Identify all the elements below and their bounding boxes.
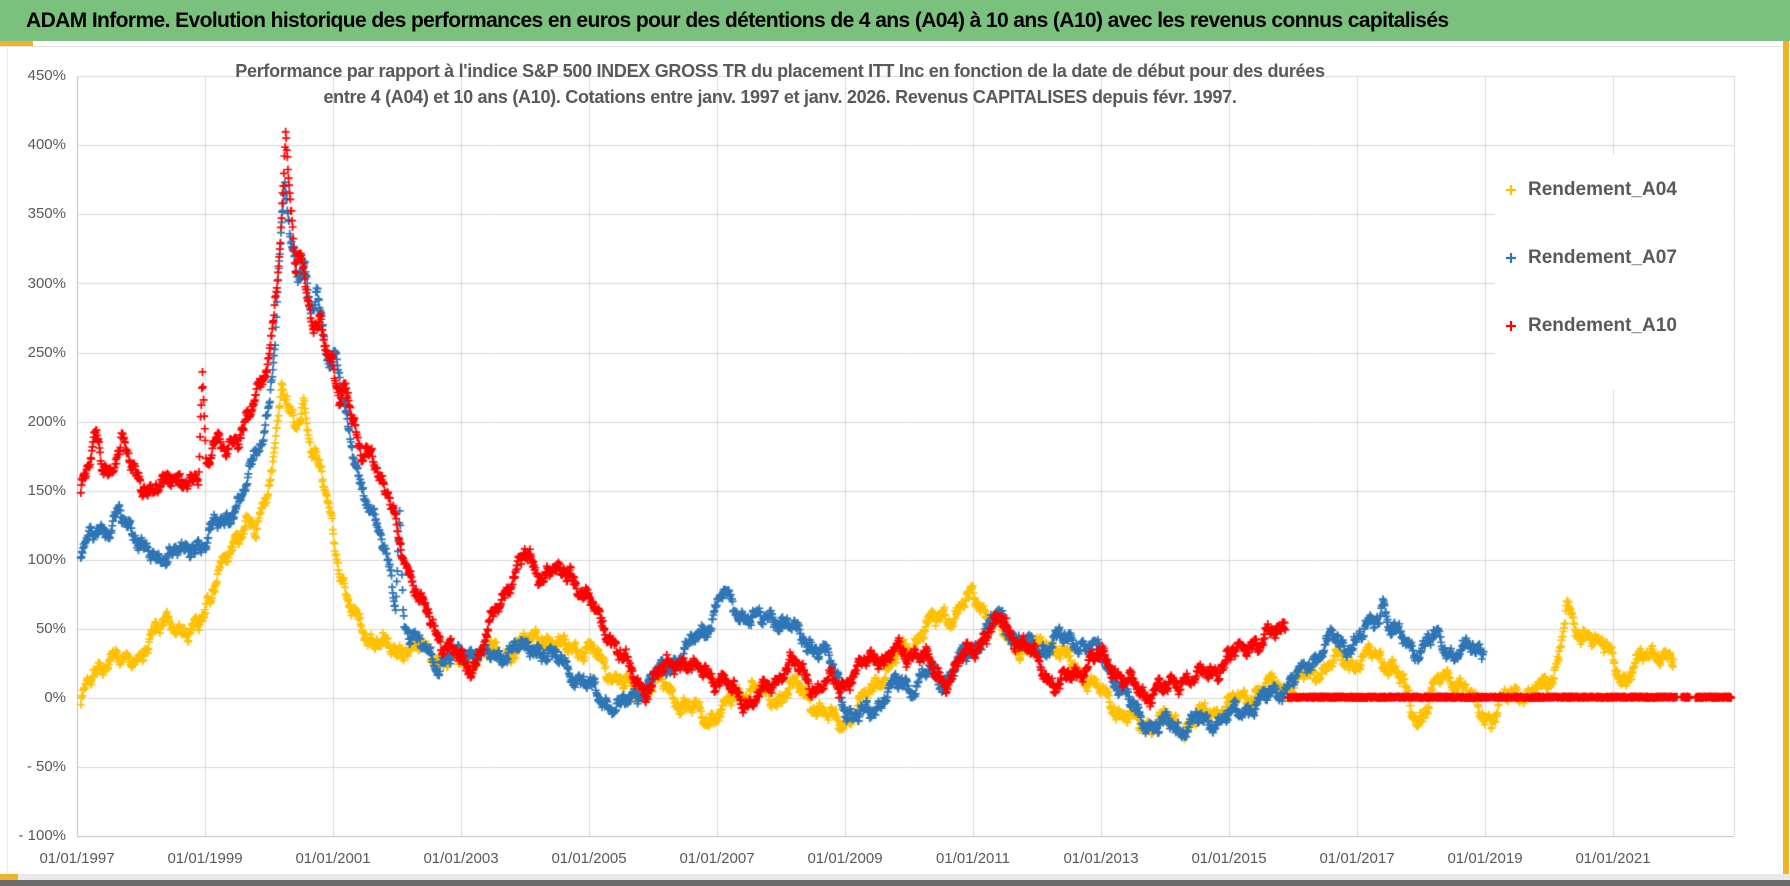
gold-accent-tab — [0, 41, 33, 46]
legend-item-a04[interactable]: Rendement_A04 — [1505, 177, 1677, 203]
report-header: ADAM Informe. Evolution historique des p… — [0, 0, 1790, 41]
bottom-sheet-bar — [0, 874, 1790, 880]
chart-title: Performance par rapport à l'indice S&P 5… — [180, 58, 1380, 110]
y-tick-label: 150% — [27, 481, 66, 499]
left-edge-line — [7, 47, 8, 874]
y-tick-label: - 50% — [26, 757, 66, 775]
y-tick-label: 100% — [27, 550, 66, 568]
x-tick-label: 01/01/2017 — [1319, 850, 1395, 867]
y-tick-label: 400% — [27, 136, 66, 154]
bottom-gold-corner — [0, 874, 18, 883]
chart-legend[interactable]: Rendement_A04 Rendement_A07 Rendement_A1… — [1495, 155, 1733, 390]
x-tick-label: 01/01/2019 — [1447, 850, 1523, 867]
plus-marker-icon — [1506, 321, 1516, 331]
x-tick-label: 01/01/1997 — [39, 850, 115, 867]
x-tick-label: 01/01/2011 — [936, 850, 1010, 867]
y-tick-label: 250% — [27, 343, 66, 361]
legend-label-a10: Rendement_A10 — [1528, 315, 1677, 336]
right-gold-border — [1783, 41, 1789, 874]
chart-title-line1: Performance par rapport à l'indice S&P 5… — [235, 61, 1325, 81]
y-tick-label: 50% — [35, 619, 66, 637]
x-tick-label: 01/01/2013 — [1063, 850, 1139, 867]
bottom-dark-bar — [0, 880, 1790, 886]
x-tick-label: 01/01/2009 — [807, 850, 883, 867]
y-tick-label: 0% — [44, 688, 66, 706]
x-tick-label: 01/01/2007 — [679, 850, 755, 867]
y-tick-label: 300% — [27, 274, 66, 292]
x-tick-label: 01/01/2001 — [295, 850, 371, 867]
plus-marker-icon — [1506, 253, 1516, 263]
x-tick-label: 01/01/2015 — [1191, 850, 1267, 867]
x-tick-label: 01/01/2005 — [551, 850, 627, 867]
y-tick-label: - 100% — [18, 826, 66, 844]
header-divider — [0, 46, 1790, 47]
x-tick-label: 01/01/2021 — [1575, 850, 1651, 867]
legend-item-a07[interactable]: Rendement_A07 — [1505, 245, 1677, 271]
legend-item-a10[interactable]: Rendement_A10 — [1505, 313, 1677, 339]
legend-label-a04: Rendement_A04 — [1528, 179, 1677, 200]
x-tick-label: 01/01/2003 — [423, 850, 499, 867]
y-tick-label: 350% — [27, 205, 66, 223]
y-tick-label: 450% — [27, 67, 66, 85]
report-title: ADAM Informe. Evolution historique des p… — [26, 8, 1449, 32]
legend-label-a07: Rendement_A07 — [1528, 247, 1677, 268]
x-tick-label: 01/01/1999 — [167, 850, 243, 867]
plus-marker-icon — [1506, 185, 1516, 195]
chart-title-line2: entre 4 (A04) et 10 ans (A10). Cotations… — [323, 87, 1237, 107]
y-tick-label: 200% — [27, 412, 66, 430]
